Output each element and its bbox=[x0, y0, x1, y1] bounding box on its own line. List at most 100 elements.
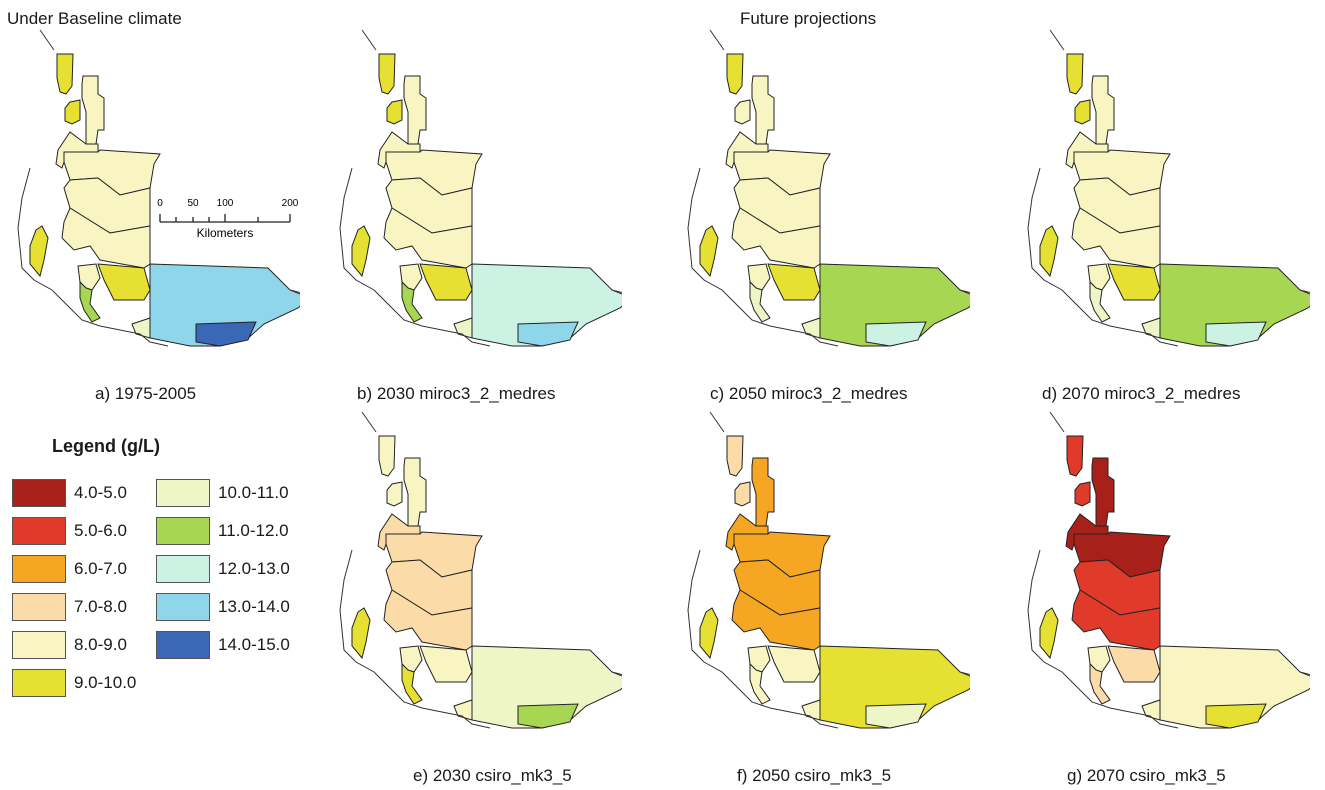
legend-label-13-14: 13.0-14.0 bbox=[218, 597, 290, 616]
map-region-12 bbox=[149, 263, 300, 347]
map-region-3 bbox=[386, 99, 403, 125]
coastline bbox=[687, 411, 970, 729]
legend-label-9-10: 9.0-10.0 bbox=[74, 673, 137, 692]
caption-c: c) 2050 miroc3_2_medres bbox=[710, 384, 908, 403]
legend-label-14-15: 14.0-15.0 bbox=[218, 635, 290, 654]
caption-g: g) 2070 csiro_mk3_5 bbox=[1067, 766, 1226, 785]
map-region-11 bbox=[749, 280, 771, 323]
map-region-12 bbox=[471, 645, 622, 729]
future-header: Future projections bbox=[740, 9, 877, 28]
map-region-2 bbox=[403, 457, 427, 527]
map-region-10 bbox=[1107, 645, 1161, 683]
legend-swatch-8-9 bbox=[12, 631, 66, 659]
legend-label-8-9: 8.0-9.0 bbox=[74, 635, 127, 654]
map-region-10 bbox=[767, 645, 821, 683]
map-region-10 bbox=[419, 263, 473, 301]
caption-b: b) 2030 miroc3_2_medres bbox=[357, 384, 556, 403]
map-region-3 bbox=[386, 481, 403, 507]
map-region-7 bbox=[61, 207, 151, 269]
coastline bbox=[17, 29, 300, 347]
map-region-11 bbox=[1089, 280, 1111, 323]
map-region-3 bbox=[64, 99, 81, 125]
map-region-3 bbox=[734, 481, 751, 507]
scale-tick-200: 200 bbox=[282, 198, 299, 209]
legend-label-11-12: 11.0-12.0 bbox=[218, 521, 289, 540]
caption-d: d) 2070 miroc3_2_medres bbox=[1042, 384, 1241, 403]
map-region-3 bbox=[1074, 99, 1091, 125]
map-region-8 bbox=[351, 225, 371, 278]
legend-label-10-11: 10.0-11.0 bbox=[218, 483, 289, 502]
coastline bbox=[339, 29, 622, 347]
map-region-1 bbox=[378, 435, 396, 477]
map-region-11 bbox=[401, 280, 423, 323]
scale-tick-100: 100 bbox=[217, 198, 234, 209]
legend-swatch-12-13 bbox=[156, 555, 210, 583]
map-panel-g bbox=[1027, 411, 1310, 729]
legend-label-12-13: 12.0-13.0 bbox=[218, 559, 290, 578]
map-region-13 bbox=[865, 321, 927, 347]
map-region-8 bbox=[29, 225, 49, 278]
map-region-7 bbox=[731, 589, 821, 651]
map-region-2 bbox=[751, 75, 775, 145]
map-region-2 bbox=[81, 75, 105, 145]
caption-e: e) 2030 csiro_mk3_5 bbox=[413, 766, 572, 785]
coastline bbox=[1027, 29, 1310, 347]
map-region-11 bbox=[401, 662, 423, 705]
map-region-2 bbox=[1091, 457, 1115, 527]
map-region-8 bbox=[1039, 225, 1059, 278]
map-panel-f bbox=[687, 411, 970, 729]
map-region-7 bbox=[1071, 207, 1161, 269]
map-region-12 bbox=[1159, 263, 1310, 347]
scale-bar: 0 50 100 200 Kilometers bbox=[157, 198, 299, 240]
coastline bbox=[339, 411, 622, 729]
map-region-10 bbox=[419, 645, 473, 683]
map-region-8 bbox=[699, 607, 719, 660]
map-region-11 bbox=[749, 662, 771, 705]
scale-unit: Kilometers bbox=[197, 226, 254, 240]
map-region-7 bbox=[383, 589, 473, 651]
legend-label-4-5: 4.0-5.0 bbox=[74, 483, 127, 502]
map-region-13 bbox=[865, 703, 927, 729]
scale-tick-0: 0 bbox=[157, 198, 163, 209]
map-region-2 bbox=[403, 75, 427, 145]
map-region-12 bbox=[1159, 645, 1310, 729]
map-region-12 bbox=[819, 263, 970, 347]
map-region-2 bbox=[1091, 75, 1115, 145]
legend-swatch-7-8 bbox=[12, 593, 66, 621]
legend-swatch-14-15 bbox=[156, 631, 210, 659]
legend-swatch-11-12 bbox=[156, 517, 210, 545]
coastline bbox=[687, 29, 970, 347]
map-region-2 bbox=[751, 457, 775, 527]
map-region-12 bbox=[819, 645, 970, 729]
map-panel-a bbox=[17, 29, 300, 347]
legend-swatch-6-7 bbox=[12, 555, 66, 583]
legend-label-5-6: 5.0-6.0 bbox=[74, 521, 127, 540]
map-region-7 bbox=[1071, 589, 1161, 651]
baseline-header: Under Baseline climate bbox=[7, 9, 182, 28]
map-region-8 bbox=[699, 225, 719, 278]
map-region-13 bbox=[1205, 321, 1267, 347]
map-region-1 bbox=[56, 53, 74, 95]
map-region-1 bbox=[378, 53, 396, 95]
map-region-1 bbox=[726, 435, 744, 477]
map-region-11 bbox=[79, 280, 101, 323]
legend-swatch-13-14 bbox=[156, 593, 210, 621]
caption-f: f) 2050 csiro_mk3_5 bbox=[737, 766, 892, 785]
legend-swatch-9-10 bbox=[12, 669, 66, 697]
map-region-13 bbox=[195, 321, 257, 347]
map-region-3 bbox=[734, 99, 751, 125]
map-panel-c bbox=[687, 29, 970, 347]
scale-tick-50: 50 bbox=[187, 198, 199, 209]
legend-swatch-4-5 bbox=[12, 479, 66, 507]
map-region-3 bbox=[1074, 481, 1091, 507]
caption-a: a) 1975-2005 bbox=[95, 384, 197, 403]
map-region-13 bbox=[1205, 703, 1267, 729]
legend-title: Legend (g/L) bbox=[52, 436, 160, 456]
map-region-11 bbox=[1089, 662, 1111, 705]
map-panel-b bbox=[339, 29, 622, 347]
scale-line bbox=[159, 214, 291, 223]
coastline bbox=[1027, 411, 1310, 729]
map-region-1 bbox=[1066, 53, 1084, 95]
map-region-10 bbox=[97, 263, 151, 301]
legend-swatch-10-11 bbox=[156, 479, 210, 507]
